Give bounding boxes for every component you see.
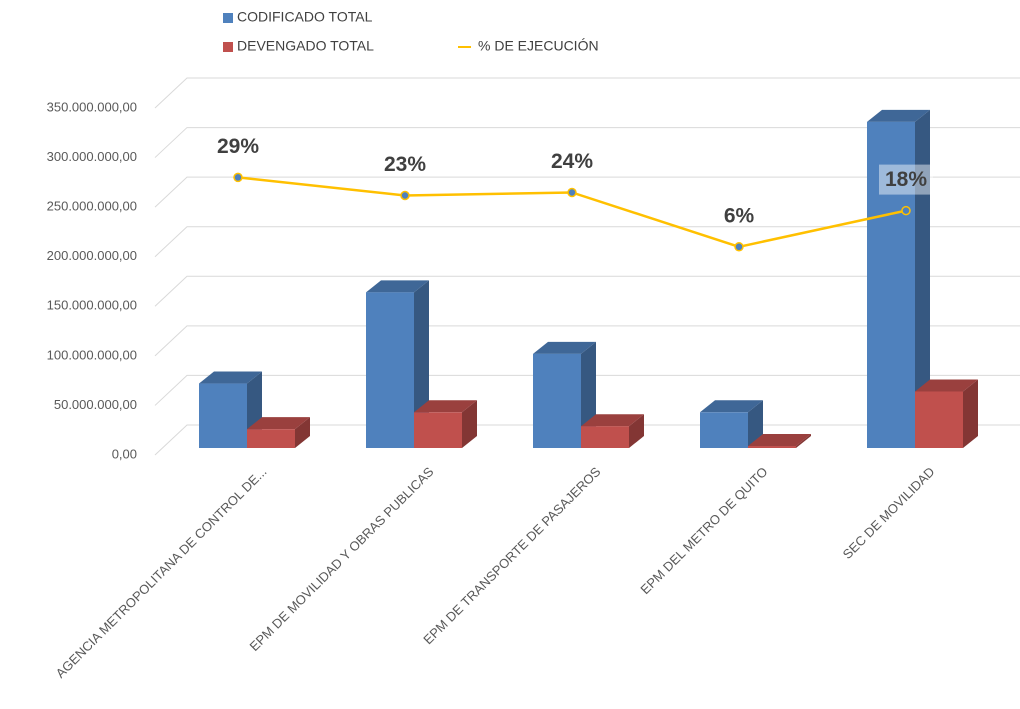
line-marker: [734, 242, 744, 252]
data-label: 18%: [885, 168, 927, 191]
bar-front: [247, 429, 295, 448]
x-tick-label: EPM DE MOVILIDAD Y OBRAS PUBLICAS: [246, 464, 436, 654]
label-bg: [879, 164, 933, 195]
line-marker: [567, 187, 577, 198]
y-tick-label: 200.000.000,00: [47, 248, 137, 263]
bar-front: [414, 412, 462, 448]
bar: [581, 414, 644, 448]
y-tick-label: 0,00: [112, 446, 137, 461]
bar: [533, 341, 596, 448]
bar-top: [700, 400, 763, 413]
bar-front: [581, 426, 629, 448]
grid-line: [154, 275, 1020, 307]
x-tick-label: EPM DE TRANSPORTE DE PASAJEROS: [420, 464, 603, 647]
bar: [748, 434, 811, 448]
bar-side: [915, 109, 930, 448]
y-tick-label: 300.000.000,00: [47, 149, 137, 164]
line-marker: [233, 172, 243, 183]
bar-side: [796, 434, 811, 448]
grid-line: [154, 374, 1020, 406]
data-label: 29%: [217, 135, 259, 158]
legend-label: DEVENGADO TOTAL: [237, 38, 374, 54]
grid-line: [154, 325, 1020, 357]
bar-front: [867, 121, 915, 448]
bar-top: [533, 341, 596, 354]
legend-swatch: [223, 42, 233, 52]
bar-top: [414, 400, 477, 413]
bar-top: [867, 109, 930, 122]
bar: [414, 400, 477, 448]
bar-top: [915, 379, 978, 392]
bar-top: [581, 414, 644, 427]
bar-top: [366, 280, 429, 293]
bar: [867, 109, 930, 448]
x-tick-label: SEC DE MOVILIDAD: [840, 464, 938, 562]
bar: [247, 417, 310, 448]
x-tick-label: AGENCIA METROPOLITANA DE CONTROL DE...: [53, 464, 270, 681]
bar-top: [748, 434, 811, 447]
x-tick-label: EPM DEL METRO DE QUITO: [637, 464, 770, 597]
legend-label: % DE EJECUCIÓN: [478, 38, 599, 54]
grid-line: [154, 176, 1020, 208]
bar: [366, 280, 429, 448]
bar-front: [700, 412, 748, 448]
data-label: 6%: [724, 204, 755, 227]
data-label: 24%: [551, 150, 593, 173]
y-tick-label: 150.000.000,00: [47, 298, 137, 313]
bar-top: [247, 417, 310, 430]
bar-front: [748, 446, 796, 448]
bar-side: [748, 400, 763, 448]
bar-top: [199, 371, 262, 384]
y-tick-label: 50.000.000,00: [54, 397, 137, 412]
bar-front: [915, 391, 963, 448]
bar-front: [199, 383, 247, 448]
bar: [700, 400, 763, 448]
bar-side: [462, 400, 477, 448]
grid-line: [154, 226, 1020, 258]
grid-line: [154, 77, 1020, 109]
line-marker: [400, 190, 410, 201]
line-marker: [901, 205, 911, 216]
bar-side: [295, 417, 310, 448]
bar: [199, 371, 262, 448]
bar-front: [366, 292, 414, 448]
data-label: 23%: [384, 153, 426, 176]
bar: [915, 379, 978, 448]
grid-line: [154, 127, 1020, 158]
bar-side: [963, 379, 978, 448]
y-tick-label: 350.000.000,00: [47, 99, 137, 114]
legend-label: CODIFICADO TOTAL: [237, 9, 373, 25]
y-tick-label: 100.000.000,00: [47, 347, 137, 362]
legend-swatch: [223, 13, 233, 23]
bar-side: [629, 414, 644, 448]
bar-front: [533, 353, 581, 448]
y-tick-label: 250.000.000,00: [47, 199, 137, 214]
